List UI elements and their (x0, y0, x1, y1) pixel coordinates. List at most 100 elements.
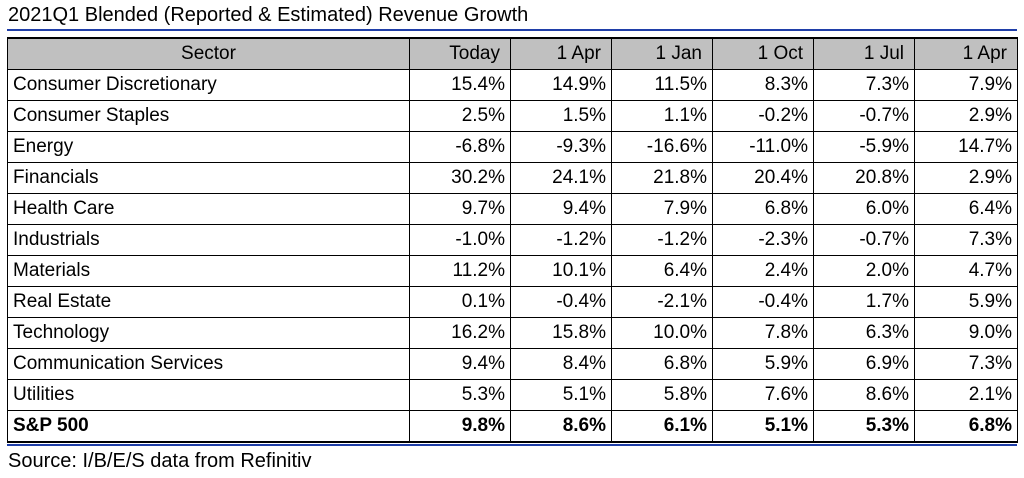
header-period: 1 Apr (510, 37, 612, 70)
sector-cell: Communication Services (7, 348, 410, 380)
value-cell: 7.9% (914, 69, 1018, 101)
title-rule (7, 29, 1017, 31)
table-row: Energy -6.8% -9.3% -16.6% -11.0% -5.9% 14.7% (7, 131, 1018, 163)
sector-cell: Energy (7, 131, 410, 163)
revenue-growth-table: Sector Today 1 Apr 1 Jan 1 Oct 1 Jul 1 Apr Con… (7, 37, 1018, 443)
header-period: Today (409, 37, 511, 70)
total-row: S&P 500 9.8% 8.6% 6.1% 5.1% 5.3% 6.8% (7, 410, 1018, 443)
value-cell: 7.8% (712, 317, 814, 349)
value-cell: 8.6% (813, 379, 915, 411)
value-cell: 6.9% (813, 348, 915, 380)
value-cell: -1.0% (409, 224, 511, 256)
value-cell: 8.6% (510, 410, 612, 443)
value-cell: -0.7% (813, 100, 915, 132)
value-cell: 0.1% (409, 286, 511, 318)
value-cell: 2.0% (813, 255, 915, 287)
value-cell: 9.8% (409, 410, 511, 443)
table-row: Utilities 5.3% 5.1% 5.8% 7.6% 8.6% 2.1% (7, 379, 1018, 411)
sector-cell: S&P 500 (7, 410, 410, 443)
value-cell: 9.0% (914, 317, 1018, 349)
value-cell: 6.1% (611, 410, 713, 443)
table-row: Real Estate 0.1% -0.4% -2.1% -0.4% 1.7% 5.9% (7, 286, 1018, 318)
value-cell: -1.2% (510, 224, 612, 256)
value-cell: 5.8% (611, 379, 713, 411)
table-title: 2021Q1 Blended (Reported & Estimated) Re… (8, 4, 529, 26)
value-cell: 14.9% (510, 69, 612, 101)
value-cell: -6.8% (409, 131, 511, 163)
value-cell: 5.9% (712, 348, 814, 380)
value-cell: 20.8% (813, 162, 915, 194)
value-cell: 5.1% (510, 379, 612, 411)
value-cell: 15.8% (510, 317, 612, 349)
value-cell: 15.4% (409, 69, 511, 101)
value-cell: 9.4% (409, 348, 511, 380)
value-cell: 5.9% (914, 286, 1018, 318)
value-cell: 2.9% (914, 162, 1018, 194)
value-cell: 9.4% (510, 193, 612, 225)
value-cell: 6.3% (813, 317, 915, 349)
value-cell: 14.7% (914, 131, 1018, 163)
value-cell: 7.9% (611, 193, 713, 225)
sector-cell: Consumer Staples (7, 100, 410, 132)
value-cell: 16.2% (409, 317, 511, 349)
value-cell: -0.7% (813, 224, 915, 256)
value-cell: 1.5% (510, 100, 612, 132)
value-cell: -0.4% (712, 286, 814, 318)
value-cell: 4.7% (914, 255, 1018, 287)
value-cell: 1.7% (813, 286, 915, 318)
value-cell: -5.9% (813, 131, 915, 163)
table-row: Technology 16.2% 15.8% 10.0% 7.8% 6.3% 9.0% (7, 317, 1018, 349)
sector-cell: Health Care (7, 193, 410, 225)
value-cell: 7.3% (914, 348, 1018, 380)
value-cell: 7.3% (914, 224, 1018, 256)
value-cell: -9.3% (510, 131, 612, 163)
table-row: Materials 11.2% 10.1% 6.4% 2.4% 2.0% 4.7% (7, 255, 1018, 287)
header-sector: Sector (7, 37, 410, 70)
header-period: 1 Apr (914, 37, 1018, 70)
value-cell: 20.4% (712, 162, 814, 194)
value-cell: 2.5% (409, 100, 511, 132)
sector-cell: Utilities (7, 379, 410, 411)
value-cell: -2.3% (712, 224, 814, 256)
sector-cell: Financials (7, 162, 410, 194)
value-cell: 6.0% (813, 193, 915, 225)
value-cell: 10.0% (611, 317, 713, 349)
source-note: Source: I/B/E/S data from Refinitiv (8, 450, 312, 472)
value-cell: 5.3% (409, 379, 511, 411)
value-cell: 21.8% (611, 162, 713, 194)
sector-cell: Industrials (7, 224, 410, 256)
sector-cell: Materials (7, 255, 410, 287)
value-cell: -16.6% (611, 131, 713, 163)
value-cell: 6.8% (611, 348, 713, 380)
value-cell: 7.3% (813, 69, 915, 101)
table-row: Consumer Staples 2.5% 1.5% 1.1% -0.2% -0.7% 2.… (7, 100, 1018, 132)
table-row: Consumer Discretionary 15.4% 14.9% 11.5% 8.3… (7, 69, 1018, 101)
value-cell: -0.2% (712, 100, 814, 132)
header-period: 1 Oct (712, 37, 814, 70)
header-period: 1 Jul (813, 37, 915, 70)
value-cell: 2.4% (712, 255, 814, 287)
value-cell: 5.3% (813, 410, 915, 443)
value-cell: 9.7% (409, 193, 511, 225)
value-cell: 11.2% (409, 255, 511, 287)
source-rule (7, 444, 1017, 446)
value-cell: 30.2% (409, 162, 511, 194)
header-period: 1 Jan (611, 37, 713, 70)
table-row: Health Care 9.7% 9.4% 7.9% 6.8% 6.0% 6.4% (7, 193, 1018, 225)
value-cell: 6.4% (611, 255, 713, 287)
value-cell: 2.9% (914, 100, 1018, 132)
value-cell: 1.1% (611, 100, 713, 132)
value-cell: 24.1% (510, 162, 612, 194)
table-row: Industrials -1.0% -1.2% -1.2% -2.3% -0.7% 7.3% (7, 224, 1018, 256)
value-cell: -0.4% (510, 286, 612, 318)
value-cell: -1.2% (611, 224, 713, 256)
value-cell: 10.1% (510, 255, 612, 287)
value-cell: 6.8% (914, 410, 1018, 443)
value-cell: 8.3% (712, 69, 814, 101)
value-cell: 11.5% (611, 69, 713, 101)
value-cell: -2.1% (611, 286, 713, 318)
table-row: Communication Services 9.4% 8.4% 6.8% 5.9% 6.… (7, 348, 1018, 380)
value-cell: 6.8% (712, 193, 814, 225)
value-cell: 2.1% (914, 379, 1018, 411)
table-body: Consumer Discretionary 15.4% 14.9% 11.5% 8.3… (7, 69, 1018, 443)
